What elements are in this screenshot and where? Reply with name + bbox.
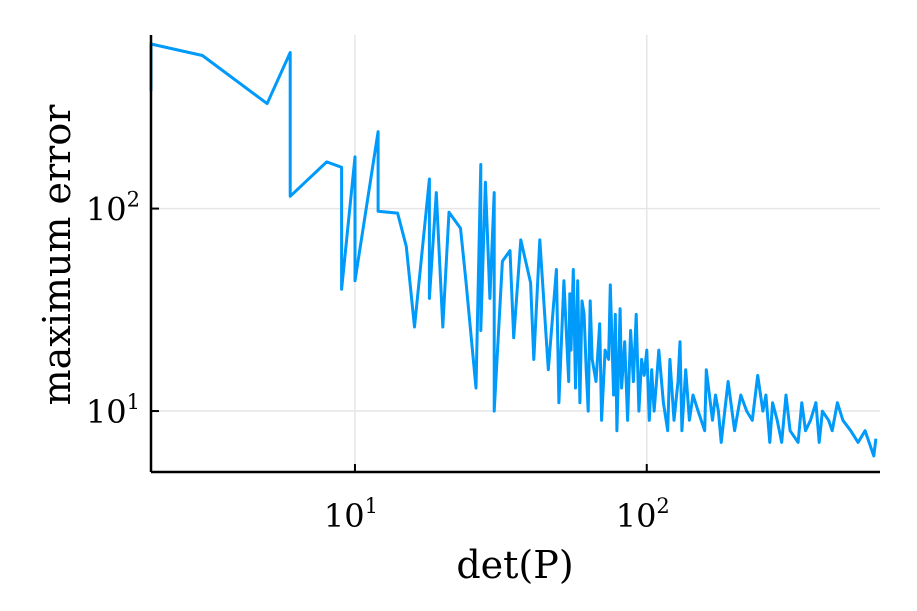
y-tick-label: 102	[86, 188, 140, 229]
x-axis-label: det(P)	[456, 543, 573, 587]
x-tick-label: 102	[616, 494, 670, 535]
series-line	[149, 42, 878, 458]
plot-area	[149, 42, 878, 458]
ticks: 101 102 101 102	[86, 188, 670, 535]
y-axis-label: maximum error	[35, 104, 79, 406]
x-tick-label: 101	[324, 494, 378, 535]
y-tick-label: 101	[86, 390, 140, 431]
grid	[151, 35, 880, 472]
